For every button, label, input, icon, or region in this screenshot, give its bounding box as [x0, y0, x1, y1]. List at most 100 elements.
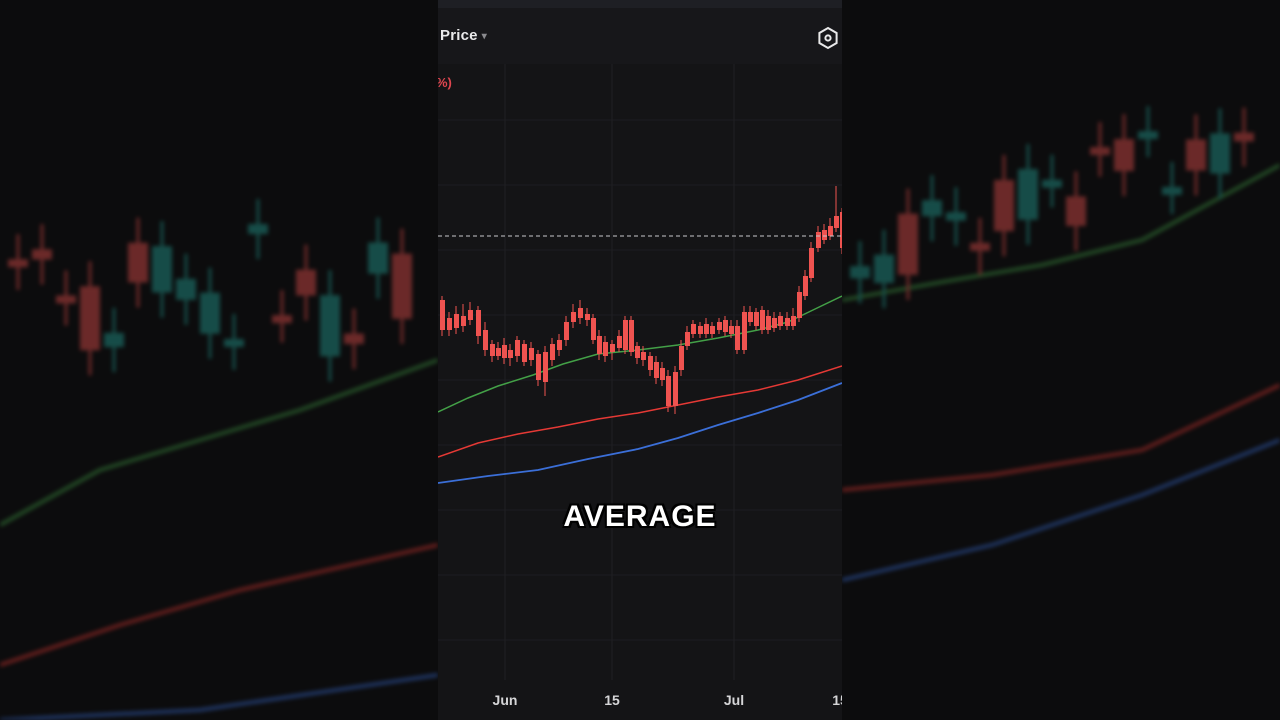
moving-average-long	[438, 382, 842, 484]
background-candle	[152, 221, 172, 318]
background-candle	[874, 229, 894, 309]
candlestick	[797, 286, 802, 322]
candlestick	[666, 370, 671, 412]
chart-header: Price ▾	[438, 8, 842, 64]
candlestick	[483, 322, 488, 356]
background-ma-long	[0, 673, 438, 720]
background-candle	[8, 234, 28, 290]
background-candle	[1018, 143, 1038, 245]
background-candle	[368, 217, 388, 299]
background-candle	[1162, 161, 1182, 215]
background-candle	[200, 267, 220, 359]
candlestick	[766, 310, 771, 334]
background-candle	[898, 188, 918, 300]
candlestick	[754, 308, 759, 330]
background-candle	[80, 261, 100, 376]
candlestick	[543, 346, 548, 396]
background-ma-mid	[842, 383, 1280, 492]
candlestick	[748, 306, 753, 326]
candlestick	[476, 306, 481, 344]
background-candle	[922, 175, 942, 242]
candlestick	[508, 344, 513, 366]
x-tick: Jul	[723, 692, 745, 708]
candlestick	[454, 306, 459, 334]
candlestick	[591, 314, 596, 344]
price-chart[interactable]	[438, 0, 842, 720]
background-candle	[1234, 107, 1254, 167]
background-candle	[176, 253, 196, 325]
background-candle	[272, 290, 292, 343]
candlestick	[735, 320, 740, 354]
candlestick	[772, 312, 777, 332]
background-candle	[248, 199, 268, 260]
x-axis: Jun 15 Jul 15	[438, 680, 842, 720]
candlestick	[440, 296, 445, 336]
candlestick	[710, 322, 715, 338]
background-candle	[1114, 114, 1134, 197]
background-chart-right	[842, 106, 1280, 582]
candlestick	[828, 218, 833, 240]
candlestick	[648, 352, 653, 376]
candlestick	[660, 362, 665, 386]
background-candle	[1090, 122, 1110, 177]
candlestick	[834, 186, 839, 232]
settings-icon[interactable]	[816, 26, 840, 50]
candlestick	[635, 342, 640, 364]
candlestick	[803, 270, 808, 300]
candlestick	[685, 326, 690, 350]
candlestick	[515, 336, 520, 362]
price-dropdown[interactable]: Price ▾	[440, 27, 487, 44]
background-candle	[296, 244, 316, 321]
candlestick	[522, 340, 527, 366]
background-candle	[850, 241, 870, 304]
background-candle	[104, 307, 124, 373]
background-ma-short	[842, 163, 1280, 302]
candlestick	[550, 338, 555, 366]
background-candle	[32, 224, 52, 285]
candlestick	[698, 322, 703, 338]
moving-average-mid	[438, 365, 842, 458]
candlestick	[557, 334, 562, 356]
candlestick	[629, 316, 634, 356]
video-caption: AVERAGE	[563, 500, 717, 533]
candlestick	[571, 304, 576, 328]
background-candle	[1042, 154, 1062, 208]
candlestick	[597, 330, 602, 360]
candlestick	[461, 304, 466, 332]
background-candle	[128, 217, 148, 308]
candlestick	[447, 312, 452, 336]
background-candle	[994, 155, 1014, 257]
background-candle	[946, 187, 966, 246]
candlestick	[679, 340, 684, 376]
background-blur-left	[0, 0, 438, 720]
candlestick	[785, 312, 790, 330]
candlestick	[623, 316, 628, 354]
candlestick	[717, 318, 722, 334]
candlestick	[822, 224, 827, 244]
candlestick	[673, 366, 678, 414]
background-chart-left	[0, 199, 438, 720]
candlestick	[778, 312, 783, 330]
candlestick	[723, 316, 728, 336]
chart-panel: Price▾ %) AVERAGE Jun 15 Jul 15	[438, 0, 842, 720]
candlestick	[490, 340, 495, 362]
price-dropdown-label: Price	[440, 27, 478, 44]
x-tick: Jun	[492, 692, 518, 708]
candlestick	[809, 242, 814, 282]
background-candle	[320, 270, 340, 382]
candlestick	[578, 300, 583, 324]
x-tick: 15	[832, 692, 842, 708]
candlestick	[840, 208, 842, 254]
candlestick	[564, 316, 569, 346]
background-candle	[970, 217, 990, 275]
candlestick	[468, 302, 473, 325]
candlestick	[729, 320, 734, 338]
candlestick	[617, 330, 622, 352]
background-candle	[1210, 108, 1230, 199]
chevron-down-icon: ▾	[481, 31, 487, 42]
top-strip	[438, 0, 842, 8]
legend-percent: %)	[438, 75, 452, 90]
background-candle	[224, 313, 244, 370]
background-candle	[392, 228, 412, 344]
candlestick	[791, 308, 796, 330]
